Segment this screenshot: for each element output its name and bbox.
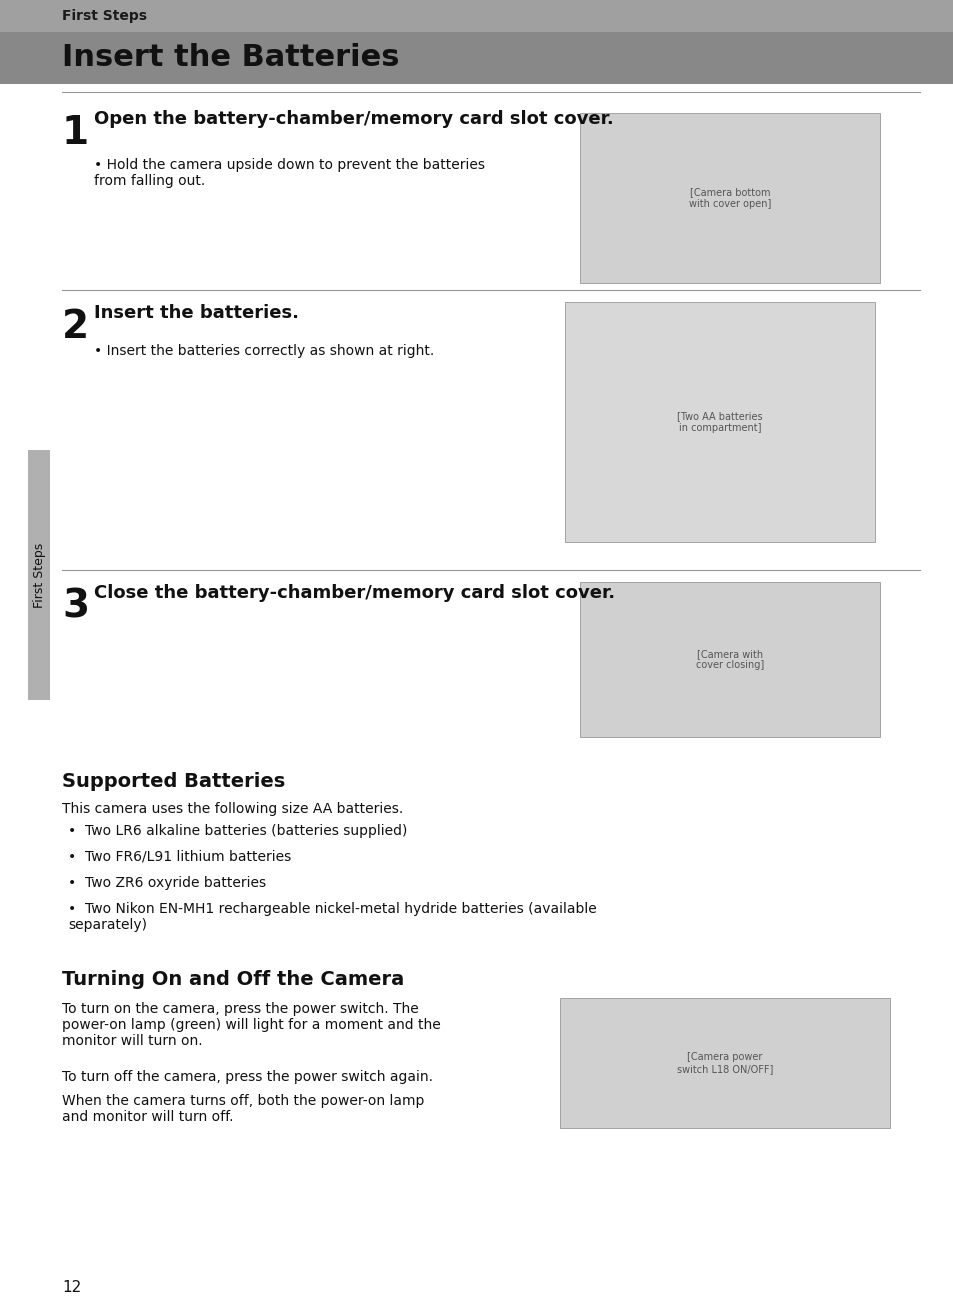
Bar — [559, 999, 889, 1127]
Bar — [0, 0, 953, 32]
Text: Insert the Batteries: Insert the Batteries — [62, 43, 399, 72]
Text: •  Two Nikon EN-MH1 rechargeable nickel-metal hydride batteries (available
separ: • Two Nikon EN-MH1 rechargeable nickel-m… — [68, 901, 597, 932]
Text: 12: 12 — [62, 1280, 81, 1296]
Text: 3: 3 — [62, 587, 89, 625]
Text: 2: 2 — [62, 307, 89, 346]
Bar — [28, 449, 50, 700]
Bar — [0, 32, 953, 84]
Text: [Two AA batteries
in compartment]: [Two AA batteries in compartment] — [677, 411, 762, 432]
Bar — [579, 582, 879, 737]
Text: Close the battery-chamber/memory card slot cover.: Close the battery-chamber/memory card sl… — [94, 583, 615, 602]
Text: [Camera power
switch L18 ON/OFF]: [Camera power switch L18 ON/OFF] — [676, 1053, 772, 1074]
Text: • Hold the camera upside down to prevent the batteries
from falling out.: • Hold the camera upside down to prevent… — [94, 158, 484, 188]
Text: First Steps: First Steps — [62, 9, 147, 24]
Text: [Camera with
cover closing]: [Camera with cover closing] — [695, 649, 763, 670]
Text: •  Two LR6 alkaline batteries (batteries supplied): • Two LR6 alkaline batteries (batteries … — [68, 824, 407, 838]
Text: •  Two ZR6 oxyride batteries: • Two ZR6 oxyride batteries — [68, 876, 266, 890]
Text: [Camera bottom
with cover open]: [Camera bottom with cover open] — [688, 187, 770, 209]
Text: To turn off the camera, press the power switch again.: To turn off the camera, press the power … — [62, 1070, 433, 1084]
Text: Insert the batteries.: Insert the batteries. — [94, 304, 298, 322]
Text: First Steps: First Steps — [32, 543, 46, 607]
Text: To turn on the camera, press the power switch. The
power-on lamp (green) will li: To turn on the camera, press the power s… — [62, 1003, 440, 1049]
Text: Turning On and Off the Camera: Turning On and Off the Camera — [62, 970, 404, 989]
Text: 1: 1 — [62, 114, 89, 152]
Text: When the camera turns off, both the power-on lamp
and monitor will turn off.: When the camera turns off, both the powe… — [62, 1095, 424, 1125]
Bar — [564, 302, 874, 541]
Text: This camera uses the following size AA batteries.: This camera uses the following size AA b… — [62, 802, 403, 816]
Text: •  Two FR6/L91 lithium batteries: • Two FR6/L91 lithium batteries — [68, 850, 291, 865]
Bar — [579, 113, 879, 283]
Text: Supported Batteries: Supported Batteries — [62, 773, 285, 791]
Text: Open the battery-chamber/memory card slot cover.: Open the battery-chamber/memory card slo… — [94, 110, 613, 127]
Text: • Insert the batteries correctly as shown at right.: • Insert the batteries correctly as show… — [94, 344, 434, 357]
